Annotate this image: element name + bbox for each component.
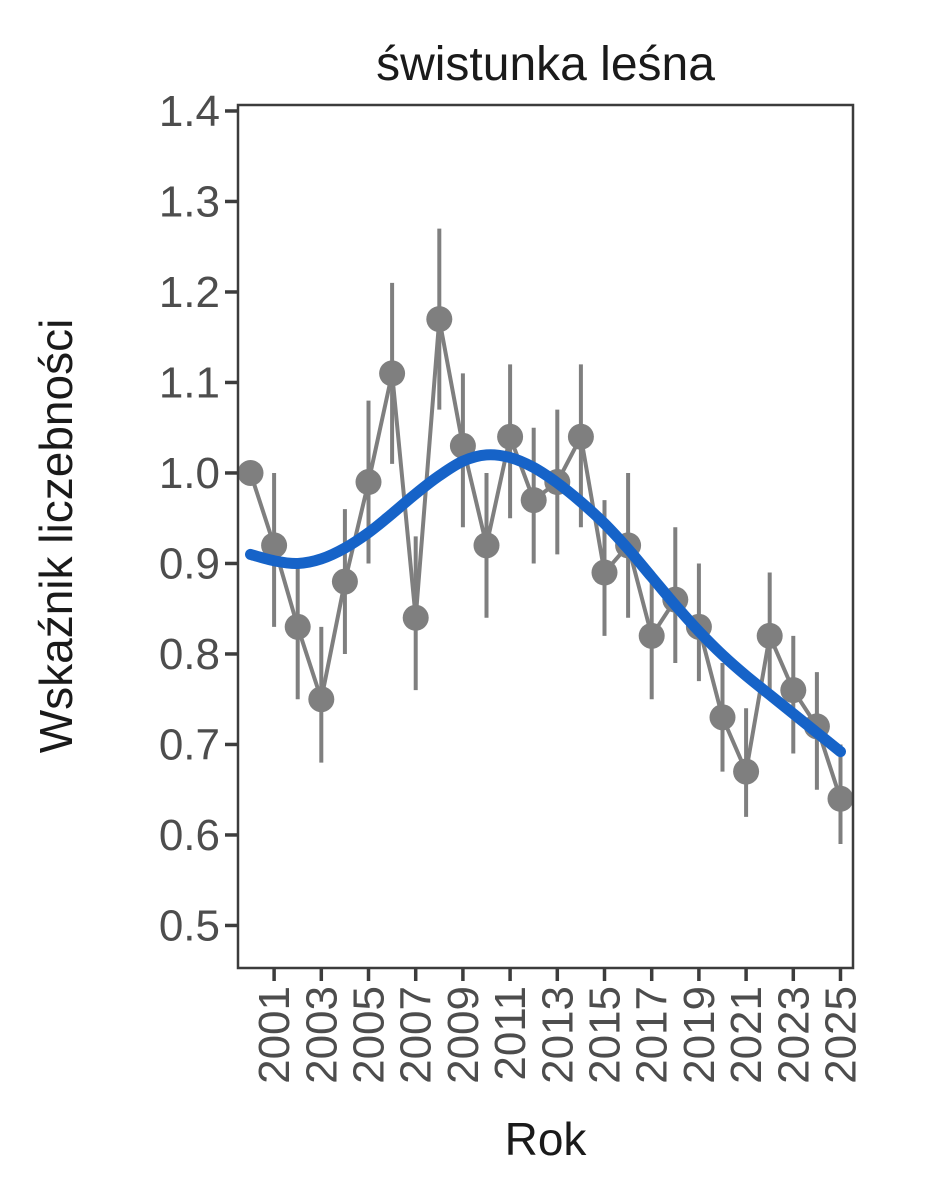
data-point xyxy=(261,532,288,559)
data-point xyxy=(402,604,429,631)
plot-border xyxy=(236,103,855,970)
y-tick-label: 1.0 xyxy=(159,449,220,498)
data-point xyxy=(638,622,665,649)
x-tick-label: 2023 xyxy=(769,986,818,1084)
data-point xyxy=(497,423,524,450)
data-point xyxy=(426,306,453,333)
x-tick-label: 2013 xyxy=(533,986,582,1084)
x-tick-label: 2007 xyxy=(392,986,441,1084)
data-point xyxy=(379,360,406,387)
data-marks-layer xyxy=(237,228,854,845)
data-point xyxy=(756,622,783,649)
x-tick-label: 2003 xyxy=(297,986,346,1084)
chart-title: świstunka leśna xyxy=(376,38,715,91)
x-tick-label: 2005 xyxy=(345,986,394,1084)
x-tick-label: 2021 xyxy=(722,986,771,1084)
data-point xyxy=(520,487,547,514)
y-tick-label: 0.7 xyxy=(159,720,220,769)
x-axis-label: Rok xyxy=(505,1113,588,1165)
y-tick-label: 0.8 xyxy=(159,630,220,679)
plot-panel xyxy=(238,105,853,968)
data-point xyxy=(308,686,335,713)
x-tick-label: 2025 xyxy=(816,986,865,1084)
y-tick-label: 0.5 xyxy=(159,901,220,950)
data-point xyxy=(331,568,358,595)
axes-layer: 1.41.31.21.11.00.90.80.70.60.52001200320… xyxy=(159,87,866,1084)
data-point xyxy=(709,704,736,731)
x-tick-label: 2019 xyxy=(675,986,724,1084)
data-point xyxy=(567,423,594,450)
x-tick-label: 2001 xyxy=(250,986,299,1084)
data-point xyxy=(237,459,264,486)
y-tick-label: 1.1 xyxy=(159,358,220,407)
data-point xyxy=(733,758,760,785)
data-point xyxy=(449,432,476,459)
data-point xyxy=(780,677,807,704)
x-tick-label: 2015 xyxy=(580,986,629,1084)
x-tick-label: 2017 xyxy=(628,986,677,1084)
y-axis-label: Wskaźnik liczebności xyxy=(30,319,82,754)
data-point xyxy=(284,613,311,640)
x-tick-label: 2009 xyxy=(439,986,488,1084)
x-tick-label: 2011 xyxy=(486,986,535,1081)
y-tick-label: 1.4 xyxy=(159,87,220,136)
y-tick-label: 1.3 xyxy=(159,177,220,226)
data-point xyxy=(591,559,618,586)
y-tick-label: 0.6 xyxy=(159,811,220,860)
data-point xyxy=(473,532,500,559)
y-tick-label: 0.9 xyxy=(159,539,220,588)
data-point xyxy=(355,469,382,496)
y-tick-label: 1.2 xyxy=(159,268,220,317)
trend-line xyxy=(245,449,846,758)
data-point xyxy=(827,785,854,812)
